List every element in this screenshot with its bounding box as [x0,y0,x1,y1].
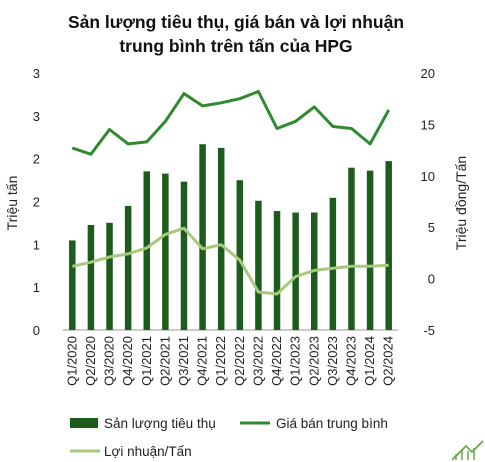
bar-Q2-2024 [385,161,392,330]
bar-Q4-2023 [348,168,355,330]
x-tick-label: Q3/2022 [250,336,265,386]
bar-Q4-2020 [125,206,132,330]
bar-Q2-2021 [162,174,169,330]
x-tick-label: Q2/2024 [381,336,396,386]
left-tick-label: 3 [33,109,40,124]
left-axis-ticks: 0 1 1 2 2 3 3 [33,66,40,338]
chart-title-line-1: Sản lượng tiêu thụ, giá bán và lợi nhuận [68,12,404,32]
x-tick-label: Q1/2021 [139,336,154,386]
left-tick-label: 0 [33,323,40,338]
bar-series [69,144,392,330]
bar-Q1-2023 [292,213,299,330]
right-tick-label: 0 [428,272,435,287]
right-axis-ticks: -5 0 5 10 15 20 [421,66,435,338]
line-series [72,92,388,295]
x-tick-label: Q2/2020 [83,336,98,386]
left-tick-label: 2 [33,152,40,167]
legend-swatch-bar [70,418,98,428]
x-tick-label: Q4/2021 [195,336,210,386]
right-tick-label: 5 [428,220,435,235]
bar-Q3-2020 [106,223,113,330]
legend-label-price: Giá bán trung bình [276,416,388,431]
left-tick-label: 2 [33,195,40,210]
x-axis-ticks: Q1/2020 Q2/2020 Q3/2020 Q4/2020 Q1/2021 Q2/20… [64,336,395,386]
legend: Sản lượng tiêu thụ Giá bán trung bình Lợ… [70,416,388,459]
watermark-logo-icon [452,441,483,460]
chart-title-line-2: trung bình trên tấn của HPG [119,36,352,56]
bar-Q3-2021 [181,182,188,330]
left-tick-label: 1 [33,237,40,252]
x-tick-label: Q4/2023 [344,336,359,386]
left-tick-label: 3 [33,66,40,81]
x-tick-label: Q4/2020 [120,336,135,386]
x-tick-label: Q3/2021 [176,336,191,386]
x-tick-label: Q2/2022 [232,336,247,386]
line-gia-ban-trung-binh [72,92,388,155]
right-tick-label: -5 [423,323,435,338]
x-tick-label: Q1/2020 [64,336,79,386]
right-tick-label: 20 [421,66,435,81]
line-loi-nhuan-tan [72,228,388,294]
x-tick-label: Q2/2021 [157,336,172,386]
bar-Q2-2022 [237,180,244,330]
bar-Q1-2024 [367,171,374,330]
legend-label-profit: Lợi nhuận/Tấn [104,444,192,459]
x-tick-label: Q1/2023 [288,336,303,386]
bar-Q3-2023 [330,198,337,330]
bar-Q2-2020 [88,225,95,330]
right-axis-label: Triệu đồng/Tấn [453,156,469,250]
left-axis-label: Triệu tấn [4,176,20,231]
bar-Q3-2022 [255,201,262,330]
bar-Q4-2021 [199,144,206,330]
bar-Q1-2020 [69,240,76,330]
left-tick-label: 1 [33,280,40,295]
x-tick-label: Q3/2023 [325,336,340,386]
x-tick-label: Q2/2023 [306,336,321,386]
bar-Q1-2021 [144,171,151,330]
bar-Q4-2022 [274,211,281,330]
right-tick-label: 10 [421,169,435,184]
x-tick-label: Q4/2022 [269,336,284,386]
x-tick-label: Q1/2024 [362,336,377,386]
right-tick-label: 15 [421,117,435,132]
x-tick-label: Q1/2022 [213,336,228,386]
legend-label-bar: Sản lượng tiêu thụ [104,416,216,431]
bar-Q1-2022 [218,148,225,330]
x-tick-label: Q3/2020 [102,336,117,386]
